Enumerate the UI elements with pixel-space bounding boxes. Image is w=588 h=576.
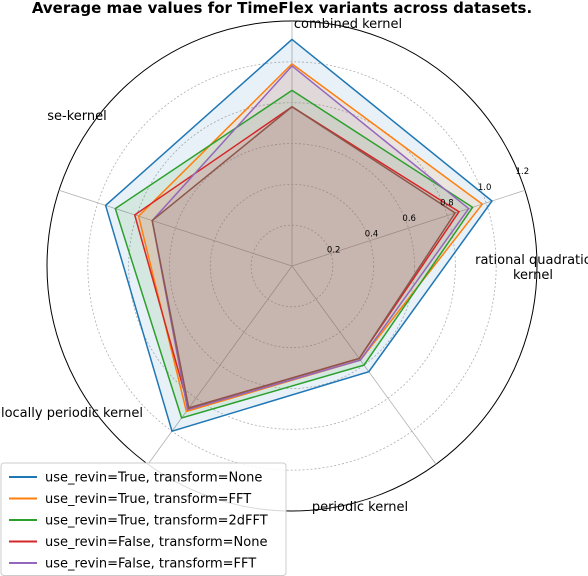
axis-label-0: combined kernel bbox=[294, 17, 402, 32]
series-fill-5 bbox=[152, 106, 456, 409]
grid-spoke-1 bbox=[291, 189, 526, 267]
series-line-5 bbox=[151, 105, 457, 409]
tick-label-4: 1.0 bbox=[478, 183, 492, 193]
series-fill-3 bbox=[134, 106, 459, 409]
axis-label-1: rational quadratic kernel bbox=[475, 253, 588, 283]
axis-label-4: se-kernel bbox=[47, 109, 107, 124]
legend: use_revin=True, transform=None use_revin=… bbox=[0, 462, 287, 576]
polar-grid bbox=[46, 20, 538, 512]
series-line-0 bbox=[104, 38, 494, 433]
tick-label-2: 0.6 bbox=[402, 214, 416, 224]
axis-label-3: locally periodic kernel bbox=[1, 406, 143, 421]
series-layer bbox=[104, 38, 494, 433]
legend-label-2: use_revin=True, transform=2dFFT bbox=[45, 514, 268, 529]
series-fill-0 bbox=[105, 39, 492, 432]
axis-labels: combined kernel rational quadratic kernel p… bbox=[1, 17, 588, 515]
axis-label-line: combined kernel bbox=[294, 17, 402, 32]
axis-label-line: periodic kernel bbox=[312, 500, 408, 515]
axis-label-line: se-kernel bbox=[47, 109, 107, 124]
series-fill-4 bbox=[152, 65, 469, 410]
series-line-4 bbox=[151, 64, 470, 411]
legend-label-3: use_revin=False, transform=None bbox=[45, 535, 267, 550]
chart-title: Average mae values for TimeFlex variants… bbox=[32, 0, 532, 17]
tick-label-0: 0.2 bbox=[327, 245, 341, 255]
tick-label-3: 0.8 bbox=[440, 199, 454, 209]
legend-label-0: use_revin=True, transform=None bbox=[45, 471, 262, 486]
axis-label-line: locally periodic kernel bbox=[1, 406, 143, 421]
axis-label-line: kernel bbox=[513, 268, 553, 283]
axis-label-2: periodic kernel bbox=[312, 500, 408, 515]
axis-label-line: rational quadratic bbox=[475, 253, 588, 268]
legend-label-4: use_revin=False, transform=FFT bbox=[45, 557, 256, 572]
tick-label-5: 1.2 bbox=[516, 167, 530, 177]
radial-tick-labels: 0.2 0.4 0.6 0.8 1.0 1.2 bbox=[327, 167, 529, 255]
grid-spoke-4 bbox=[58, 189, 293, 267]
tick-label-1: 0.4 bbox=[365, 230, 379, 240]
legend-label-1: use_revin=True, transform=FFT bbox=[45, 492, 251, 507]
